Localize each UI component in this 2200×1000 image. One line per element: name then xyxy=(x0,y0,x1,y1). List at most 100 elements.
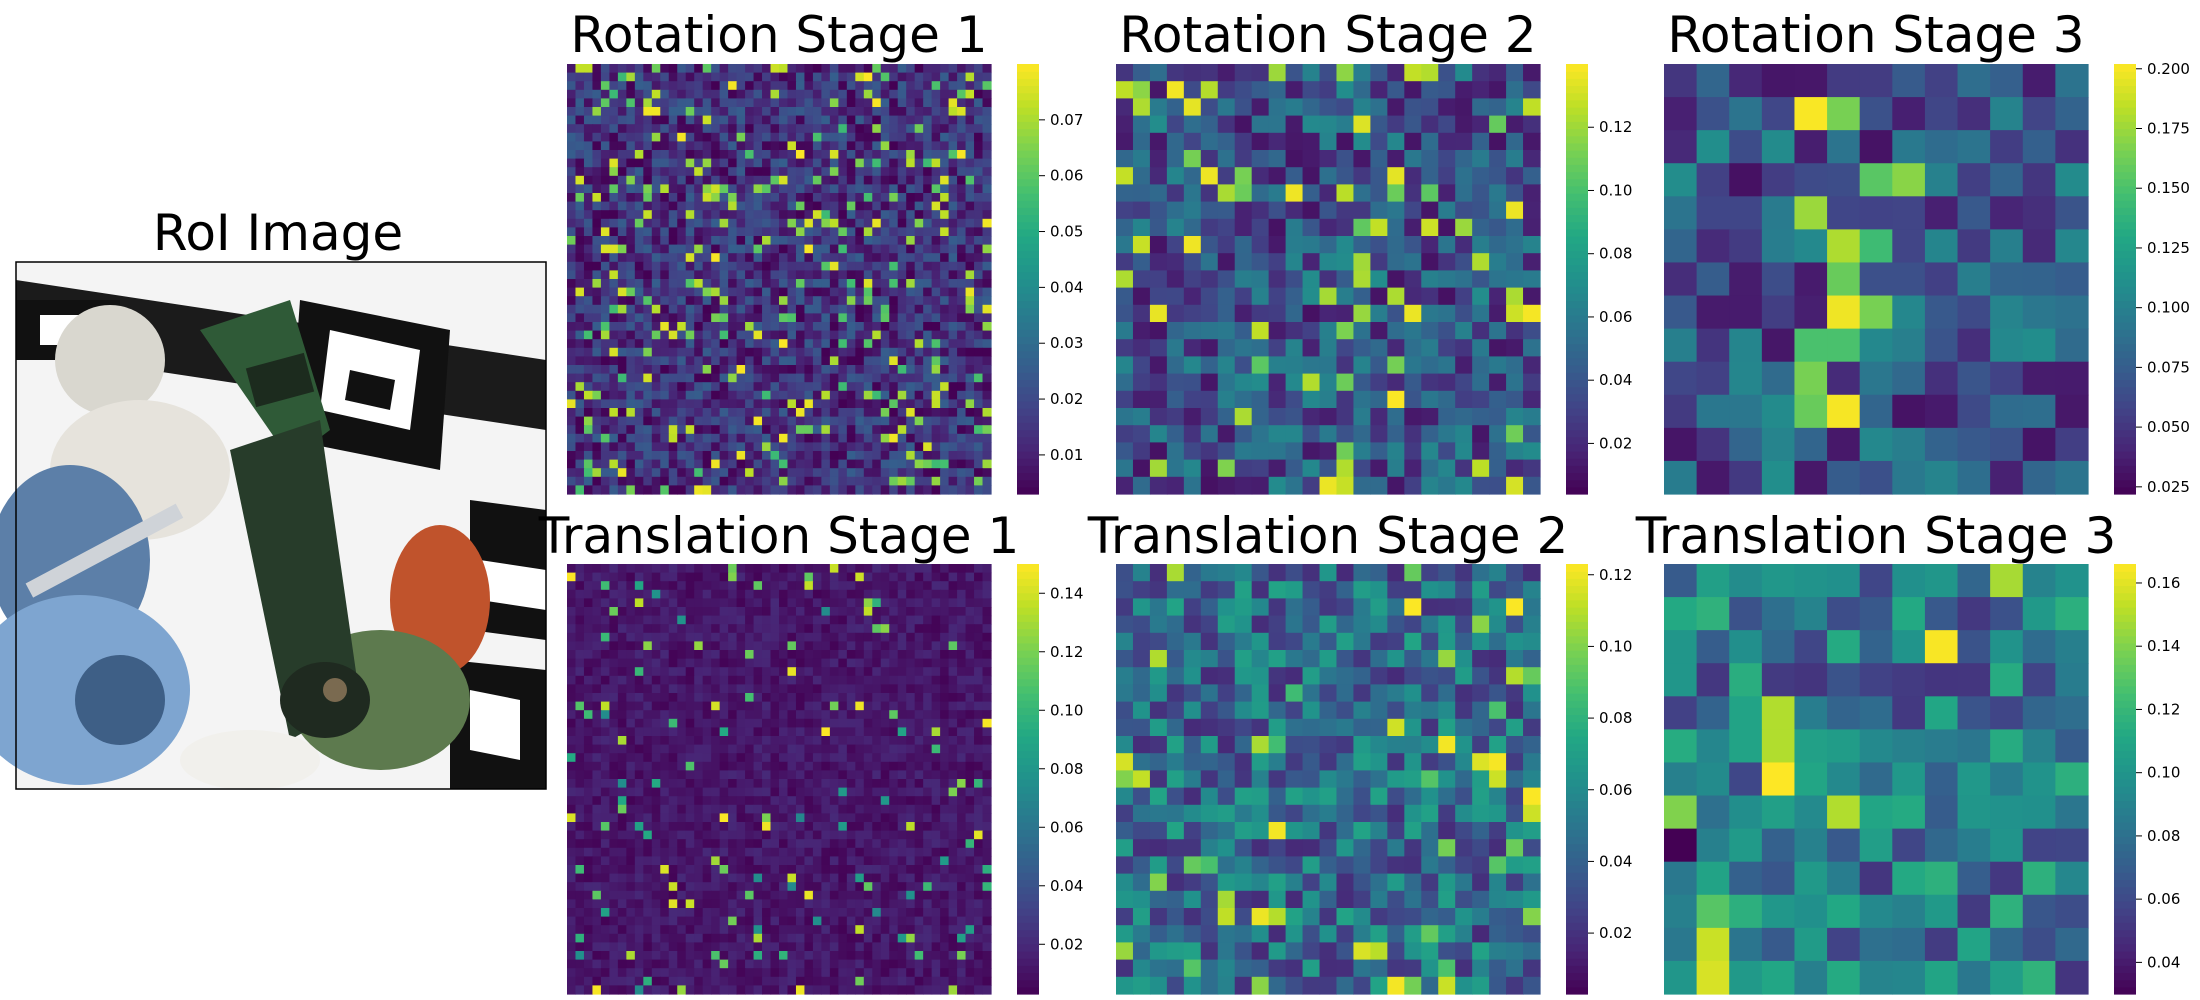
heatmap-cell xyxy=(906,279,916,289)
heatmap-cell xyxy=(872,287,882,297)
heatmap-cell xyxy=(957,89,967,99)
heatmap-cell xyxy=(779,296,789,306)
heatmap-cell xyxy=(685,459,695,469)
heatmap-cell xyxy=(634,684,644,694)
colorbar-segment xyxy=(1566,365,1588,373)
heatmap-cell xyxy=(753,64,763,74)
heatmap-cell xyxy=(702,701,712,711)
heatmap-cell xyxy=(770,718,780,728)
heatmap-cell xyxy=(745,390,755,400)
heatmap-cell xyxy=(626,89,636,99)
heatmap-cell xyxy=(897,779,907,789)
heatmap-cell xyxy=(1116,253,1134,271)
heatmap-cell xyxy=(1827,64,1861,98)
heatmap-cell xyxy=(829,373,839,383)
heatmap-cell xyxy=(634,632,644,642)
heatmap-cell xyxy=(719,322,729,332)
heatmap-cell xyxy=(643,287,653,297)
heatmap-cell xyxy=(711,261,721,271)
heatmap-cell xyxy=(923,615,933,625)
heatmap-cell xyxy=(592,270,602,280)
heatmap-cell xyxy=(812,589,822,599)
heatmap-cell xyxy=(694,107,704,117)
heatmap-cell xyxy=(872,485,882,495)
heatmap-cell xyxy=(609,218,619,228)
heatmap-cell xyxy=(829,167,839,177)
heatmap-cell xyxy=(753,304,763,314)
heatmap-cell xyxy=(974,736,984,746)
heatmap-cell xyxy=(880,279,890,289)
heatmap-cell xyxy=(711,244,721,254)
heatmap-cell xyxy=(736,667,746,677)
heatmap-cell xyxy=(923,779,933,789)
heatmap-cell xyxy=(702,261,712,271)
heatmap-cell xyxy=(931,313,941,323)
heatmap-cell xyxy=(668,261,678,271)
heatmap-cell xyxy=(677,598,687,608)
heatmap-cell xyxy=(1387,459,1405,478)
heatmap-cell xyxy=(897,459,907,469)
heatmap-cell xyxy=(685,425,695,435)
heatmap-cell xyxy=(855,624,865,634)
heatmap-cell xyxy=(1285,236,1304,254)
colorbar-segment xyxy=(1017,193,1039,201)
heatmap-cell xyxy=(592,64,602,74)
heatmap-cell xyxy=(1859,262,1893,297)
heatmap-cell xyxy=(889,365,899,375)
heatmap-cell xyxy=(872,304,882,314)
heatmap-cell xyxy=(838,589,848,599)
heatmap-cell xyxy=(974,107,984,117)
heatmap-cell xyxy=(872,451,882,461)
heatmap-cell xyxy=(1387,425,1405,443)
heatmap-cell xyxy=(889,184,899,194)
heatmap-cell xyxy=(931,373,941,383)
heatmap-cell xyxy=(660,770,670,780)
heatmap-cell xyxy=(728,390,738,400)
heatmap-cell xyxy=(804,804,814,814)
heatmap-cell xyxy=(753,425,763,435)
heatmap-cell xyxy=(762,408,772,418)
heatmap-cell xyxy=(1438,184,1456,203)
heatmap-cell xyxy=(745,624,755,634)
heatmap-cell xyxy=(711,641,721,651)
heatmap-cell xyxy=(634,304,644,314)
heatmap-cell xyxy=(982,451,992,461)
heatmap-cell xyxy=(762,322,772,332)
heatmap-cell xyxy=(855,779,865,789)
heatmap-cell xyxy=(736,124,746,134)
heatmap-cell xyxy=(965,761,975,771)
heatmap-cell xyxy=(1166,270,1185,289)
heatmap-cell xyxy=(914,115,924,125)
heatmap-cell xyxy=(821,796,831,806)
heatmap-cell xyxy=(914,598,924,608)
heatmap-cell xyxy=(923,81,933,91)
heatmap-cell xyxy=(626,744,636,754)
heatmap-cell xyxy=(821,330,831,340)
colorbar-segment xyxy=(2114,178,2136,187)
heatmap-cell xyxy=(770,804,780,814)
heatmap-cell xyxy=(1892,163,1926,197)
heatmap-cell xyxy=(821,390,831,400)
heatmap-cell xyxy=(897,650,907,660)
heatmap-cell xyxy=(583,753,594,763)
heatmap-cell xyxy=(660,253,670,263)
heatmap-cell xyxy=(567,390,577,400)
heatmap-cell xyxy=(846,468,856,478)
heatmap-cell xyxy=(719,433,729,443)
heatmap-cell xyxy=(575,124,585,134)
heatmap-cell xyxy=(923,330,933,340)
heatmap-cell xyxy=(592,175,602,185)
heatmap-cell xyxy=(863,184,873,194)
heatmap-cell xyxy=(609,451,619,461)
heatmap-cell xyxy=(1319,236,1338,254)
heatmap-cell xyxy=(1421,218,1439,237)
heatmap-cell xyxy=(931,98,941,108)
heatmap-cell xyxy=(609,693,619,703)
heatmap-cell xyxy=(762,442,772,452)
heatmap-cell xyxy=(914,416,924,426)
heatmap-cell xyxy=(812,476,822,486)
heatmap-cell xyxy=(838,485,848,495)
heatmap-cell xyxy=(863,693,873,703)
heatmap-cell xyxy=(719,72,729,82)
heatmap-cell xyxy=(660,339,670,349)
